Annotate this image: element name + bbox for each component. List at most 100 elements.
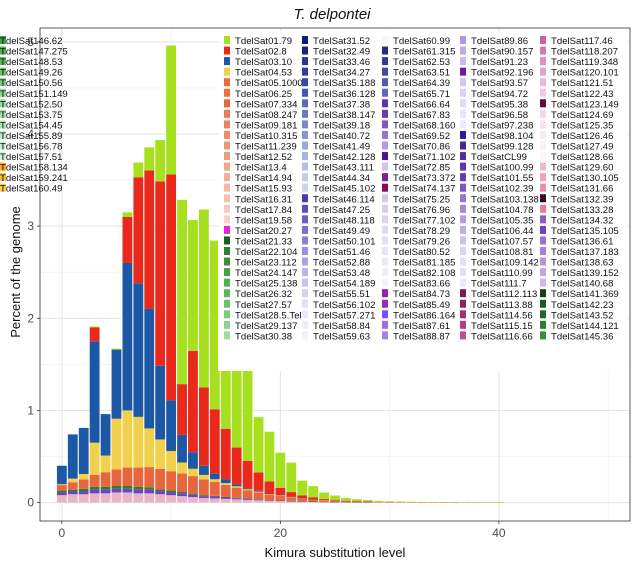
legend-item: TdelSat117.46	[540, 36, 613, 47]
legend-key	[302, 183, 308, 192]
bar-segment	[133, 489, 144, 494]
bar-segment	[67, 434, 78, 479]
legend-key	[460, 289, 466, 298]
bar-segment	[100, 414, 111, 456]
legend-key	[302, 152, 308, 161]
legend-key	[302, 67, 308, 76]
legend-label: TdelSat17.84	[235, 205, 293, 216]
bar-segment	[373, 501, 384, 503]
bar-segment	[56, 492, 67, 496]
legend-item: TdelSat48.118	[302, 215, 375, 226]
bar-segment	[297, 495, 308, 499]
bar-segment	[242, 370, 253, 461]
legend-item: TdelSat52.88	[302, 257, 370, 269]
bar-segment	[122, 410, 133, 468]
legend-label: TdelSat46.114	[313, 194, 375, 205]
legend-item: TdelSat17.84	[224, 204, 293, 216]
bar-segment	[177, 493, 187, 497]
bar-segment	[188, 452, 198, 469]
legend-key	[540, 331, 546, 340]
bar-segment	[111, 349, 122, 419]
legend-item: TdelSat116.66	[460, 331, 533, 342]
bar-segment	[373, 500, 384, 502]
legend-label: TdelSat83.66	[393, 279, 450, 290]
bar-segment	[220, 496, 231, 498]
legend-item: TdelSat56.102	[302, 299, 375, 311]
legend-label: TdelSat93.57	[471, 78, 528, 89]
legend-item: TdelSat148.53	[0, 57, 62, 68]
legend-item: TdelSat150.56	[0, 78, 62, 89]
legend-label: TdelSat112.113	[471, 289, 537, 300]
legend-item: TdelSat65.71	[382, 88, 450, 100]
legend-key	[460, 183, 466, 192]
bar-segment	[144, 147, 155, 171]
bar-segment	[253, 500, 264, 503]
bar-segment	[89, 486, 100, 490]
bar-segment	[264, 500, 275, 501]
legend-item: TdelSat01.79	[224, 36, 292, 47]
legend-label: TdelSat65.71	[393, 89, 450, 100]
legend-label: TdelSat160.49	[0, 184, 62, 195]
bar-segment	[297, 498, 308, 502]
legend-item: TdelSat24.147	[224, 268, 297, 279]
legend-label: TdelSat88.87	[393, 331, 450, 342]
legend-label: TdelSat146.62	[0, 36, 62, 47]
legend-item: TdelSat62.53	[382, 57, 450, 68]
bar-segment	[198, 479, 209, 496]
bar-segment	[286, 462, 297, 493]
legend-item: TdelSat113.88	[460, 299, 533, 311]
bar-segment	[111, 418, 122, 470]
legend-label: TdelSat136.61	[551, 236, 613, 247]
legend-key	[302, 130, 308, 139]
legend-label: TdelSat42.128	[313, 152, 375, 163]
legend-item: TdelSat88.87	[382, 331, 450, 342]
legend-item: TdelSat10.315	[224, 130, 297, 142]
legend-item: TdelSat134.32	[540, 215, 613, 226]
legend-item: TdelSat112.113	[460, 289, 537, 300]
legend-item: TdelSat34.27	[302, 67, 370, 79]
legend-key	[382, 215, 388, 224]
legend-item: TdelSat32.49	[302, 46, 370, 58]
bar-segment	[209, 495, 220, 497]
bar-segment	[209, 479, 220, 483]
legend-key	[382, 36, 388, 44]
y-tick-label: 3	[27, 219, 34, 233]
legend-item: TdelSat70.86	[382, 141, 450, 153]
legend-label: TdelSat139.152	[551, 268, 619, 279]
legend-label: TdelSat48.118	[313, 215, 375, 226]
legend-label: TdelSat06.25	[235, 89, 292, 100]
bar-segment	[166, 490, 177, 493]
legend-item: TdelSat94.72	[460, 88, 528, 100]
legend-label: TdelSat125.35	[551, 120, 613, 131]
legend-item: TdelSat124.69	[540, 109, 613, 121]
legend-label: TdelSat54.189	[313, 279, 375, 290]
y-tick-label: 2	[27, 311, 34, 325]
bar-segment	[188, 476, 198, 494]
legend-item: TdelSat156.78	[0, 141, 62, 153]
bar-segment	[78, 494, 89, 503]
legend-key	[302, 257, 308, 266]
legend-label: TdelSat121.51	[551, 78, 613, 89]
bar-segment	[319, 499, 329, 502]
bar-segment	[89, 442, 100, 475]
bar-segment	[253, 472, 264, 491]
bar-segment	[122, 212, 133, 217]
legend-item: TdelSat69.52	[382, 130, 450, 142]
legend-key	[540, 99, 546, 108]
bar-segment	[188, 468, 198, 477]
bar-segment	[67, 478, 78, 483]
legend-key	[224, 320, 230, 329]
bar-segment	[67, 494, 78, 503]
legend-item: TdelSat33.46	[302, 57, 370, 68]
x-axis-label: Kimura substitution level	[265, 545, 406, 560]
legend-label: TdelSat147.275	[0, 47, 68, 58]
bar-segment	[155, 181, 166, 366]
legend-label: TdelSat96.58	[471, 110, 528, 121]
legend-key	[382, 257, 388, 266]
legend-label: TdelSat144.121	[551, 321, 619, 332]
legend-label: TdelSat129.60	[551, 163, 613, 174]
legend-label: TdelSat140.68	[551, 279, 613, 290]
legend-item: TdelSat114.56	[460, 310, 533, 321]
legend-item: TdelSat131.66	[540, 183, 613, 195]
